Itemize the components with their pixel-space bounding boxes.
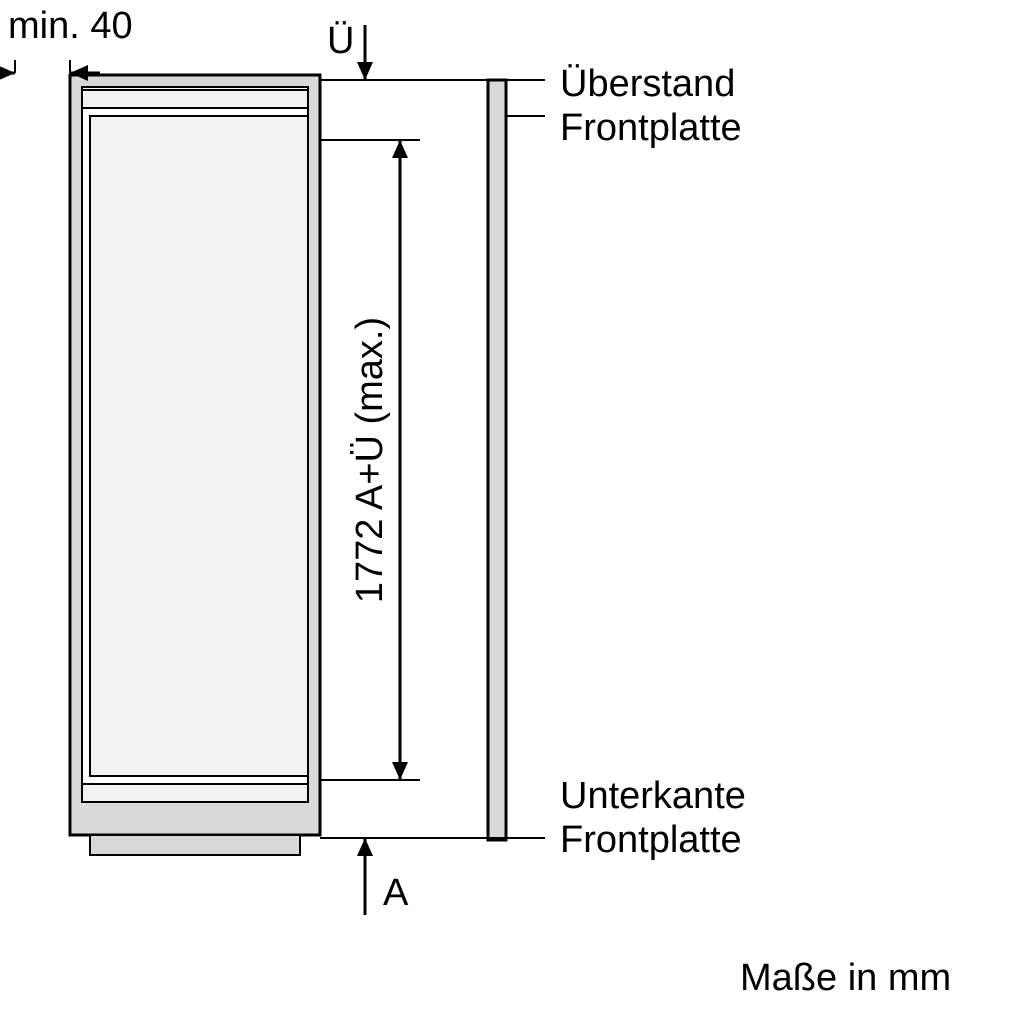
front-panel: [488, 80, 506, 840]
label-unterkante-line1: Unterkante: [560, 775, 746, 817]
label-unterkante: UnterkanteFrontplatte: [560, 775, 746, 861]
dim-A: A: [320, 838, 545, 915]
dim-height: 1772 A+Ü (max.): [320, 140, 420, 780]
label-A: A: [383, 872, 409, 914]
label-min40: min. 40: [8, 5, 133, 47]
dim-min40: min. 40: [0, 5, 133, 81]
label-height: 1772 A+Ü (max.): [349, 317, 391, 603]
label-units: Maße in mm: [740, 957, 951, 999]
label-U: Ü: [327, 20, 354, 62]
label-uberstand-line2: Frontplatte: [560, 107, 742, 149]
label-uberstand: ÜberstandFrontplatte: [560, 63, 742, 149]
label-unterkante-line2: Frontplatte: [560, 819, 742, 861]
label-uberstand-line1: Überstand: [560, 63, 735, 105]
cabinet: [70, 75, 320, 855]
dim-U: Ü: [320, 20, 545, 116]
